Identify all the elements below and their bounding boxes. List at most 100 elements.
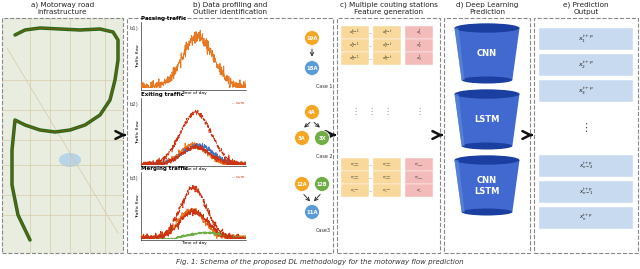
Text: $x_1^{t+p}$: $x_1^{t+p}$ xyxy=(578,33,594,45)
Polygon shape xyxy=(454,160,520,212)
Text: $x_{n-2}^t$: $x_{n-2}^t$ xyxy=(414,160,424,169)
Text: $x_2^t$: $x_2^t$ xyxy=(416,41,422,50)
Text: d) Deep Learning
Prediction: d) Deep Learning Prediction xyxy=(456,1,518,15)
Ellipse shape xyxy=(461,143,513,150)
Polygon shape xyxy=(454,160,465,212)
Text: $x_3^{h-1}$: $x_3^{h-1}$ xyxy=(349,53,360,64)
Text: Fig. 1: Schema of the proposed DL methodology for the motorway flow prediction: Fig. 1: Schema of the proposed DL method… xyxy=(176,259,464,265)
Bar xyxy=(539,54,633,76)
Text: $x_2^{h-1}$: $x_2^{h-1}$ xyxy=(349,40,360,51)
Text: ...: ... xyxy=(369,56,373,61)
Bar xyxy=(405,52,433,65)
Text: b3): b3) xyxy=(129,176,138,181)
Text: 12A: 12A xyxy=(297,182,307,186)
Text: b1): b1) xyxy=(129,26,138,31)
Text: e) Prediction
Output: e) Prediction Output xyxy=(563,1,609,15)
Text: 18A: 18A xyxy=(306,65,318,70)
Text: $x_1^{h-1}$: $x_1^{h-1}$ xyxy=(349,27,360,38)
Ellipse shape xyxy=(59,153,81,167)
Text: $x_3^{t+p}$: $x_3^{t+p}$ xyxy=(578,86,594,97)
Text: ⋮: ⋮ xyxy=(415,107,423,116)
Text: 3X: 3X xyxy=(318,136,326,140)
Bar xyxy=(405,158,433,171)
Text: $x_2^{t+p}$: $x_2^{t+p}$ xyxy=(578,59,594,70)
Circle shape xyxy=(305,61,319,76)
Text: Case3: Case3 xyxy=(316,228,331,233)
Bar xyxy=(444,18,530,253)
Bar xyxy=(373,52,401,65)
Text: $x_{n-2}^{h-1}$: $x_{n-2}^{h-1}$ xyxy=(350,160,360,169)
Text: $x_n^{h-1}$: $x_n^{h-1}$ xyxy=(350,186,360,195)
Bar xyxy=(127,18,333,253)
Bar xyxy=(539,155,633,177)
Bar xyxy=(373,26,401,39)
Text: 11A: 11A xyxy=(306,210,318,214)
Bar xyxy=(373,171,401,184)
Bar xyxy=(341,171,369,184)
Bar xyxy=(373,158,401,171)
Circle shape xyxy=(305,104,319,119)
Text: ...: ... xyxy=(369,30,373,35)
Bar xyxy=(341,184,369,197)
Text: ⋮: ⋮ xyxy=(351,107,359,116)
Text: 19A: 19A xyxy=(307,36,317,41)
Bar xyxy=(405,26,433,39)
Polygon shape xyxy=(454,28,520,80)
Circle shape xyxy=(314,130,330,146)
Text: b) Data profiling and
Outlier identification: b) Data profiling and Outlier identifica… xyxy=(193,1,267,15)
Bar xyxy=(337,18,440,253)
Bar xyxy=(341,52,369,65)
Bar xyxy=(405,184,433,197)
Circle shape xyxy=(314,176,330,192)
Text: $x_{n-2}^{h-t}$: $x_{n-2}^{h-t}$ xyxy=(382,160,392,169)
Ellipse shape xyxy=(461,76,513,83)
Bar xyxy=(539,181,633,203)
Circle shape xyxy=(294,176,310,192)
Bar xyxy=(539,80,633,102)
Text: ...: ... xyxy=(369,175,373,180)
Circle shape xyxy=(294,130,310,146)
Text: $x_n^{t+p}$: $x_n^{t+p}$ xyxy=(579,213,593,223)
Text: $x_3^{h-t}$: $x_3^{h-t}$ xyxy=(381,53,392,64)
Polygon shape xyxy=(454,28,465,80)
Text: $x_{n-1}^t$: $x_{n-1}^t$ xyxy=(414,173,424,182)
Text: ...: ... xyxy=(369,43,373,48)
Bar xyxy=(373,39,401,52)
Text: a) Motorway road
infrastructure: a) Motorway road infrastructure xyxy=(31,1,94,15)
Text: ...: ... xyxy=(369,162,373,167)
Bar xyxy=(534,18,638,253)
Text: b2): b2) xyxy=(129,102,138,107)
Text: $x_n^t$: $x_n^t$ xyxy=(416,186,422,195)
Bar xyxy=(539,207,633,229)
Bar xyxy=(539,28,633,50)
Text: $x_{n-1}^{h-1}$: $x_{n-1}^{h-1}$ xyxy=(350,173,360,182)
Text: ⋮: ⋮ xyxy=(580,123,591,133)
Bar xyxy=(341,26,369,39)
Text: 12B: 12B xyxy=(317,182,327,186)
Ellipse shape xyxy=(461,208,513,215)
Text: $x_1^t$: $x_1^t$ xyxy=(416,28,422,37)
Bar xyxy=(341,158,369,171)
Text: Case 2: Case 2 xyxy=(316,154,333,159)
Text: $x_3^t$: $x_3^t$ xyxy=(416,54,422,63)
Text: $x_{n-1}^{h-t}$: $x_{n-1}^{h-t}$ xyxy=(382,173,392,182)
Ellipse shape xyxy=(454,23,520,33)
Ellipse shape xyxy=(454,155,520,165)
Text: Case 1: Case 1 xyxy=(316,84,333,89)
Bar xyxy=(405,171,433,184)
Text: ...: ... xyxy=(369,188,373,193)
Text: CNN
LSTM: CNN LSTM xyxy=(474,176,500,196)
Text: LSTM: LSTM xyxy=(474,115,500,125)
Text: c) Multiple couting stations
Feature generation: c) Multiple couting stations Feature gen… xyxy=(340,1,437,15)
Ellipse shape xyxy=(454,89,520,99)
Text: $x_1^{h-t}$: $x_1^{h-t}$ xyxy=(381,27,392,38)
Bar xyxy=(2,18,123,253)
Bar xyxy=(405,39,433,52)
Text: ⋮: ⋮ xyxy=(367,107,375,116)
Text: $x_{n-2}^{t+p}$: $x_{n-2}^{t+p}$ xyxy=(579,161,593,172)
Text: ⋮: ⋮ xyxy=(383,107,391,116)
Circle shape xyxy=(305,30,319,45)
Text: $x_n^{h-t}$: $x_n^{h-t}$ xyxy=(382,186,392,195)
Bar xyxy=(2,18,123,253)
Bar xyxy=(373,184,401,197)
